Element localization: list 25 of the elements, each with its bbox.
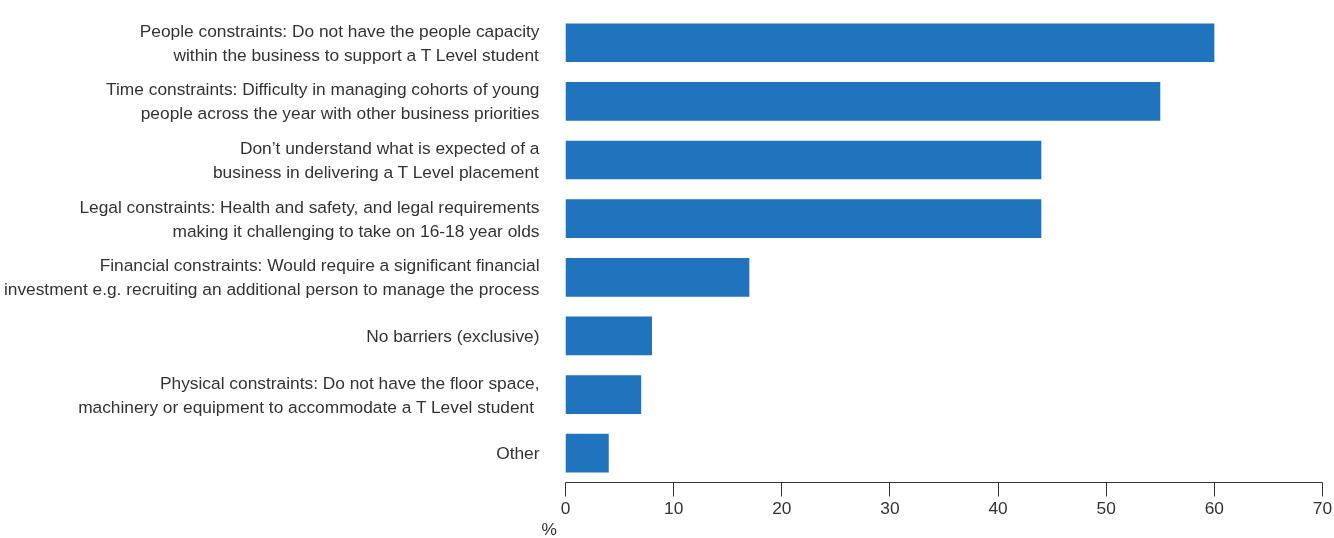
- x-tick-label: 30: [880, 497, 900, 518]
- bar: [565, 140, 1042, 180]
- x-tick-label: 0: [560, 497, 571, 518]
- x-tick-label: 50: [1096, 497, 1116, 518]
- x-tick-label: 60: [1204, 497, 1224, 518]
- x-axis-title: %: [541, 518, 557, 538]
- y-tick-label: Time constraints: Difficulty in managing cohorts of young people across the year with other business priorities: [106, 79, 540, 124]
- x-tick-label: 40: [988, 497, 1008, 518]
- y-tick-label: Legal constraints: Health and safety, and legal requirements making it challenging to take on 16-18 year olds: [79, 196, 540, 241]
- bar: [565, 82, 1161, 121]
- bar: [565, 199, 1042, 238]
- y-tick-label: Don’t understand what is expected of a business in delivering a T Level placement: [212, 138, 540, 183]
- bar: [565, 316, 653, 356]
- bar: [565, 375, 642, 414]
- y-tick-label: Financial constraints: Would require a significant financial investment e.g. recruiting an additional person to manage the process: [3, 255, 540, 300]
- bar: [565, 433, 609, 473]
- x-tick-label: 70: [1312, 497, 1333, 518]
- y-tick-label: Other: [496, 443, 540, 464]
- y-tick-label: Physical constraints: Do not have the floor space, machinery or equipment to accommodate a T Level student: [78, 372, 540, 417]
- bar: [565, 257, 750, 297]
- y-tick-label: People constraints: Do not have the people capacity within the business to support a T Level student: [139, 20, 540, 65]
- y-tick-label: No barriers (exclusive): [366, 325, 540, 346]
- bar: [565, 23, 1215, 63]
- x-tick-label: 10: [664, 497, 684, 518]
- x-tick-label: 20: [772, 497, 792, 518]
